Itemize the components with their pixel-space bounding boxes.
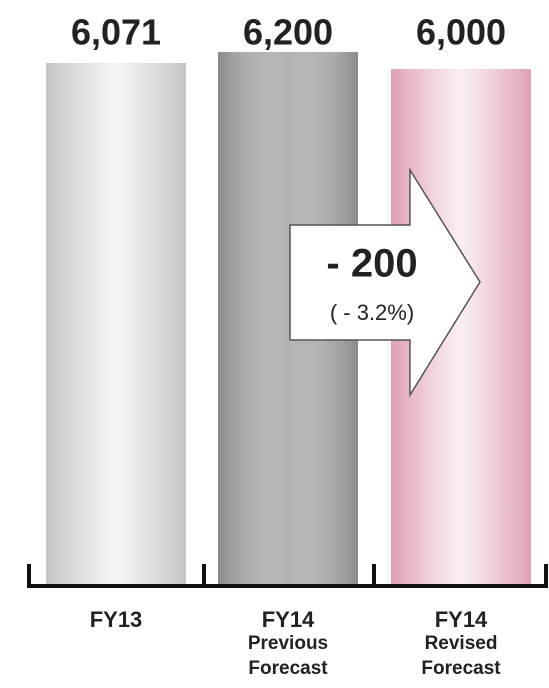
x-tick-label: FY14 [262, 607, 315, 632]
value-label: 6,000 [416, 12, 506, 53]
bar [46, 63, 186, 585]
x-tick-label: FY14 [435, 607, 488, 632]
x-tick-label: FY13 [90, 607, 143, 632]
x-tick-label: Forecast [248, 658, 328, 679]
x-tick-label: Revised [425, 633, 498, 654]
change-arrow [289, 167, 481, 398]
axis [27, 564, 548, 588]
x-tick-label: Previous [248, 633, 328, 654]
change-percent: ( - 3.2%) [330, 300, 414, 325]
change-value: - 200 [326, 242, 417, 286]
value-label: 6,200 [243, 12, 333, 53]
value-label: 6,071 [71, 12, 161, 53]
x-tick-label: Forecast [421, 658, 501, 679]
